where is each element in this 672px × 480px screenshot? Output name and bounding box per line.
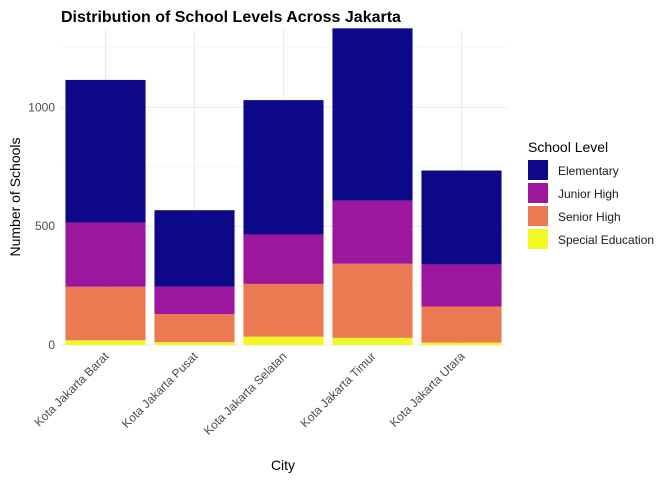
x-tick-label: Kota Jakarta Selatan bbox=[201, 349, 290, 438]
bar-segment bbox=[332, 337, 413, 345]
y-tick-label: 500 bbox=[35, 219, 55, 233]
bar-segment bbox=[332, 200, 413, 264]
bar-segment bbox=[65, 286, 146, 341]
y-axis-ticks: 0 500 1000 bbox=[28, 100, 55, 352]
bars bbox=[65, 28, 502, 345]
chart-title: Distribution of School Levels Across Jak… bbox=[61, 9, 401, 26]
legend-label: Senior High bbox=[558, 210, 621, 224]
bar-segment bbox=[243, 283, 324, 337]
x-tick-label: Kota Jakarta Timur bbox=[298, 349, 379, 430]
bar-segment bbox=[65, 222, 146, 287]
bar-segment bbox=[421, 342, 502, 345]
legend-title: School Level bbox=[528, 139, 608, 155]
bar-segment bbox=[332, 28, 413, 201]
bar-segment bbox=[154, 210, 235, 287]
legend-label: Elementary bbox=[558, 164, 619, 178]
y-tick-label: 0 bbox=[48, 338, 55, 352]
bar-segment bbox=[243, 336, 324, 345]
bar-segment bbox=[421, 170, 502, 265]
legend-label: Special Education bbox=[558, 233, 654, 247]
legend-key bbox=[528, 160, 548, 180]
legend-key bbox=[528, 206, 548, 226]
legend-key bbox=[528, 229, 548, 249]
x-tick-label: Kota Jakarta Barat bbox=[31, 349, 112, 430]
bar-segment bbox=[154, 342, 235, 345]
x-tick-label: Kota Jakarta Pusat bbox=[119, 349, 201, 431]
x-tick-label: Kota Jakarta Utara bbox=[387, 349, 468, 430]
bar-segment bbox=[421, 264, 502, 307]
legend: School Level Elementary Junior High Senior… bbox=[528, 139, 654, 249]
bar-segment bbox=[243, 100, 324, 235]
legend-label: Junior High bbox=[558, 187, 619, 201]
bar-segment bbox=[332, 263, 413, 338]
bar-segment bbox=[243, 234, 324, 284]
x-axis-ticks: Kota Jakarta Barat Kota Jakarta Pusat Kota… bbox=[31, 349, 467, 438]
x-axis-title: City bbox=[271, 457, 295, 473]
bar-segment bbox=[65, 340, 146, 345]
bar-segment bbox=[154, 286, 235, 315]
bar-segment bbox=[421, 306, 502, 343]
legend-key bbox=[528, 183, 548, 203]
bar-segment bbox=[65, 79, 146, 223]
y-tick-label: 1000 bbox=[28, 100, 55, 114]
bar-segment bbox=[154, 314, 235, 343]
y-axis-title: Number of Schools bbox=[7, 137, 23, 256]
